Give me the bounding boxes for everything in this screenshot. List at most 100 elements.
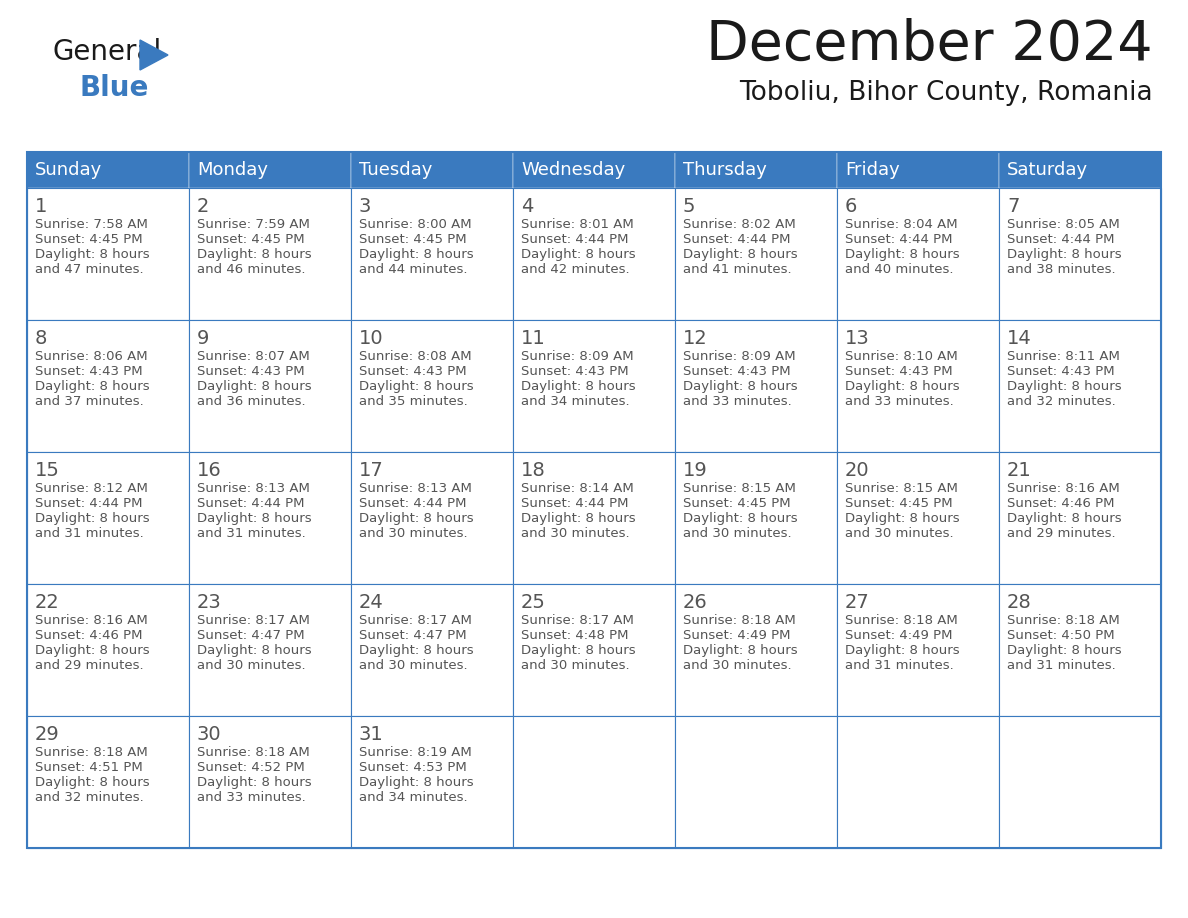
Bar xyxy=(350,452,513,584)
Text: Daylight: 8 hours: Daylight: 8 hours xyxy=(359,380,474,393)
Text: and 34 minutes.: and 34 minutes. xyxy=(522,395,630,408)
Text: Sunset: 4:44 PM: Sunset: 4:44 PM xyxy=(683,233,790,246)
Text: Sunrise: 8:17 AM: Sunrise: 8:17 AM xyxy=(197,614,310,627)
Text: 14: 14 xyxy=(1007,329,1031,348)
Text: and 29 minutes.: and 29 minutes. xyxy=(1007,527,1116,540)
Bar xyxy=(27,152,189,188)
Text: Sunrise: 8:02 AM: Sunrise: 8:02 AM xyxy=(683,218,796,231)
Text: Daylight: 8 hours: Daylight: 8 hours xyxy=(197,776,311,789)
Text: and 33 minutes.: and 33 minutes. xyxy=(845,395,954,408)
Text: Sunrise: 8:10 AM: Sunrise: 8:10 AM xyxy=(845,350,958,363)
Text: Daylight: 8 hours: Daylight: 8 hours xyxy=(683,644,797,657)
Text: Sunset: 4:43 PM: Sunset: 4:43 PM xyxy=(34,365,143,378)
Text: 21: 21 xyxy=(1007,461,1031,480)
Text: Wednesday: Wednesday xyxy=(522,161,625,179)
Text: Sunrise: 8:09 AM: Sunrise: 8:09 AM xyxy=(683,350,796,363)
Text: Sunset: 4:43 PM: Sunset: 4:43 PM xyxy=(522,365,628,378)
Text: 15: 15 xyxy=(34,461,59,480)
Text: Sunset: 4:43 PM: Sunset: 4:43 PM xyxy=(1007,365,1114,378)
Text: Sunrise: 8:06 AM: Sunrise: 8:06 AM xyxy=(34,350,147,363)
Text: 13: 13 xyxy=(845,329,870,348)
Bar xyxy=(838,320,999,452)
Text: Sunrise: 7:58 AM: Sunrise: 7:58 AM xyxy=(34,218,147,231)
Text: Sunrise: 7:59 AM: Sunrise: 7:59 AM xyxy=(197,218,310,231)
Text: Sunset: 4:43 PM: Sunset: 4:43 PM xyxy=(359,365,467,378)
Text: and 33 minutes.: and 33 minutes. xyxy=(683,395,791,408)
Text: Sunset: 4:46 PM: Sunset: 4:46 PM xyxy=(34,629,143,642)
Bar xyxy=(838,452,999,584)
Text: and 30 minutes.: and 30 minutes. xyxy=(359,527,468,540)
Text: 17: 17 xyxy=(359,461,384,480)
Text: Daylight: 8 hours: Daylight: 8 hours xyxy=(683,248,797,261)
Text: Sunrise: 8:13 AM: Sunrise: 8:13 AM xyxy=(359,482,472,495)
Text: 24: 24 xyxy=(359,593,384,612)
Text: and 30 minutes.: and 30 minutes. xyxy=(683,527,791,540)
Text: Daylight: 8 hours: Daylight: 8 hours xyxy=(1007,380,1121,393)
Text: 10: 10 xyxy=(359,329,384,348)
Text: 7: 7 xyxy=(1007,197,1019,216)
Bar xyxy=(838,584,999,716)
Text: and 32 minutes.: and 32 minutes. xyxy=(1007,395,1116,408)
Text: Sunset: 4:52 PM: Sunset: 4:52 PM xyxy=(197,761,305,774)
Text: Daylight: 8 hours: Daylight: 8 hours xyxy=(197,512,311,525)
Text: Sunset: 4:44 PM: Sunset: 4:44 PM xyxy=(359,497,467,510)
Bar xyxy=(675,716,838,848)
Text: and 47 minutes.: and 47 minutes. xyxy=(34,263,144,276)
Text: Sunrise: 8:08 AM: Sunrise: 8:08 AM xyxy=(359,350,472,363)
Text: Monday: Monday xyxy=(197,161,268,179)
Bar xyxy=(999,188,1161,320)
Text: Friday: Friday xyxy=(845,161,899,179)
Text: Sunset: 4:44 PM: Sunset: 4:44 PM xyxy=(522,233,628,246)
Text: 29: 29 xyxy=(34,725,59,744)
Text: December 2024: December 2024 xyxy=(707,18,1154,72)
Text: Saturday: Saturday xyxy=(1007,161,1088,179)
Text: Sunday: Sunday xyxy=(34,161,102,179)
Text: Sunset: 4:48 PM: Sunset: 4:48 PM xyxy=(522,629,628,642)
Text: and 35 minutes.: and 35 minutes. xyxy=(359,395,468,408)
Text: Daylight: 8 hours: Daylight: 8 hours xyxy=(359,512,474,525)
Text: Sunrise: 8:15 AM: Sunrise: 8:15 AM xyxy=(845,482,958,495)
Bar xyxy=(513,152,675,188)
Text: Sunrise: 8:07 AM: Sunrise: 8:07 AM xyxy=(197,350,310,363)
Text: Sunset: 4:46 PM: Sunset: 4:46 PM xyxy=(1007,497,1114,510)
Text: Daylight: 8 hours: Daylight: 8 hours xyxy=(359,776,474,789)
Bar xyxy=(675,320,838,452)
Text: Sunrise: 8:04 AM: Sunrise: 8:04 AM xyxy=(845,218,958,231)
Text: Daylight: 8 hours: Daylight: 8 hours xyxy=(197,248,311,261)
Text: and 44 minutes.: and 44 minutes. xyxy=(359,263,468,276)
Text: Daylight: 8 hours: Daylight: 8 hours xyxy=(1007,248,1121,261)
Bar xyxy=(513,452,675,584)
Text: Daylight: 8 hours: Daylight: 8 hours xyxy=(197,644,311,657)
Text: 3: 3 xyxy=(359,197,372,216)
Text: Sunset: 4:45 PM: Sunset: 4:45 PM xyxy=(845,497,953,510)
Text: Sunset: 4:45 PM: Sunset: 4:45 PM xyxy=(359,233,467,246)
Text: 19: 19 xyxy=(683,461,708,480)
Bar xyxy=(513,188,675,320)
Text: Daylight: 8 hours: Daylight: 8 hours xyxy=(34,248,150,261)
Text: 1: 1 xyxy=(34,197,48,216)
Text: 26: 26 xyxy=(683,593,708,612)
Text: Sunrise: 8:16 AM: Sunrise: 8:16 AM xyxy=(34,614,147,627)
Bar xyxy=(513,320,675,452)
Text: Sunrise: 8:17 AM: Sunrise: 8:17 AM xyxy=(522,614,634,627)
Text: 30: 30 xyxy=(197,725,222,744)
Bar xyxy=(189,716,350,848)
Text: Sunrise: 8:11 AM: Sunrise: 8:11 AM xyxy=(1007,350,1120,363)
Text: General: General xyxy=(52,38,162,66)
Text: Sunset: 4:47 PM: Sunset: 4:47 PM xyxy=(197,629,304,642)
Bar xyxy=(350,716,513,848)
Text: Daylight: 8 hours: Daylight: 8 hours xyxy=(845,512,960,525)
Text: Sunrise: 8:05 AM: Sunrise: 8:05 AM xyxy=(1007,218,1120,231)
Text: and 30 minutes.: and 30 minutes. xyxy=(522,659,630,672)
Text: Sunset: 4:44 PM: Sunset: 4:44 PM xyxy=(522,497,628,510)
Text: Daylight: 8 hours: Daylight: 8 hours xyxy=(1007,512,1121,525)
Text: 5: 5 xyxy=(683,197,695,216)
Text: and 31 minutes.: and 31 minutes. xyxy=(197,527,305,540)
Text: Sunset: 4:53 PM: Sunset: 4:53 PM xyxy=(359,761,467,774)
Text: and 41 minutes.: and 41 minutes. xyxy=(683,263,791,276)
Polygon shape xyxy=(140,40,168,70)
Text: Blue: Blue xyxy=(80,74,150,102)
Text: Sunset: 4:44 PM: Sunset: 4:44 PM xyxy=(34,497,143,510)
Text: 16: 16 xyxy=(197,461,222,480)
Text: Daylight: 8 hours: Daylight: 8 hours xyxy=(359,644,474,657)
